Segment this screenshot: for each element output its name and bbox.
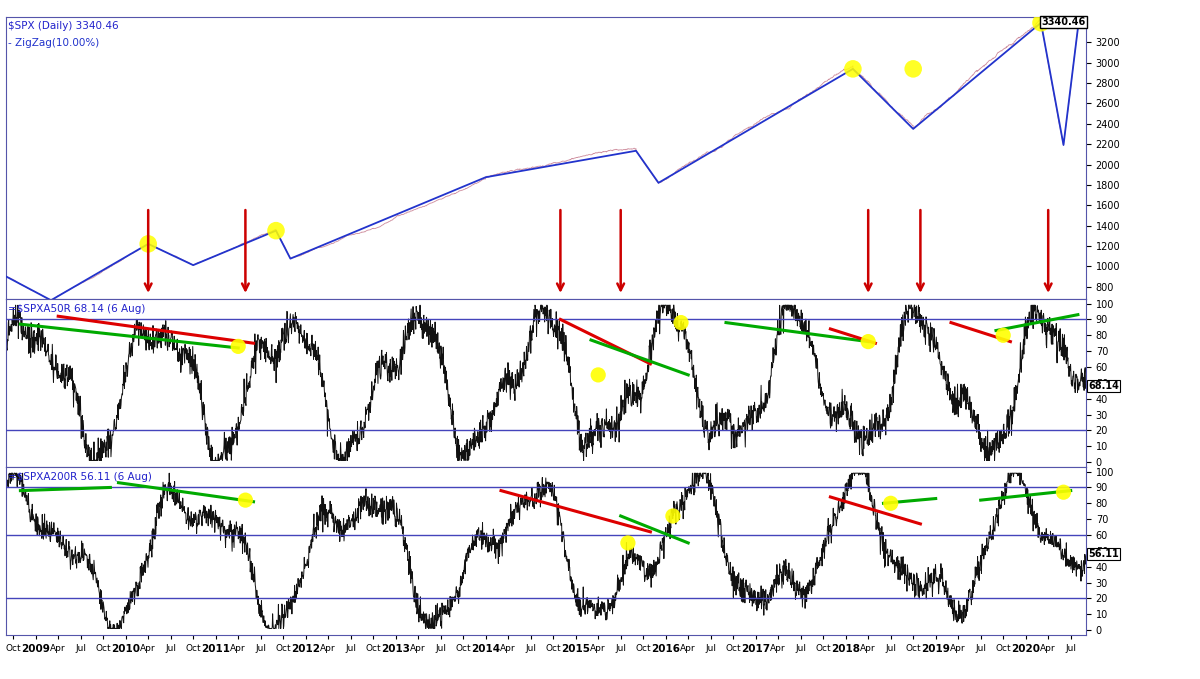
Text: 2011: 2011 bbox=[202, 644, 230, 655]
Text: 2015: 2015 bbox=[562, 477, 590, 486]
Text: 2015: 2015 bbox=[562, 301, 590, 312]
Text: 2010: 2010 bbox=[112, 477, 140, 486]
Text: 2010: 2010 bbox=[112, 301, 140, 312]
Text: 56.11: 56.11 bbox=[1088, 549, 1118, 559]
Text: 2020: 2020 bbox=[1012, 477, 1040, 486]
Text: 2014: 2014 bbox=[472, 477, 500, 486]
Text: 2017: 2017 bbox=[742, 644, 770, 655]
Point bbox=[881, 498, 900, 509]
Text: 2016: 2016 bbox=[652, 301, 680, 312]
Text: 2019: 2019 bbox=[922, 477, 950, 486]
Point bbox=[266, 225, 286, 236]
Text: 2017: 2017 bbox=[742, 477, 770, 486]
Point bbox=[618, 538, 637, 549]
Point bbox=[664, 511, 683, 521]
Text: 2009: 2009 bbox=[22, 477, 50, 486]
Text: 2018: 2018 bbox=[832, 301, 860, 312]
Text: 2014: 2014 bbox=[472, 644, 500, 655]
Text: 2013: 2013 bbox=[382, 477, 410, 486]
Text: =$SPXA50R 68.14 (6 Aug): =$SPXA50R 68.14 (6 Aug) bbox=[8, 304, 145, 314]
Text: 2014: 2014 bbox=[472, 301, 500, 312]
Text: 2012: 2012 bbox=[292, 644, 320, 655]
Text: 2015: 2015 bbox=[562, 644, 590, 655]
Text: 2012: 2012 bbox=[292, 477, 320, 486]
Point bbox=[589, 369, 608, 380]
Text: 2017: 2017 bbox=[742, 301, 770, 312]
Text: 2016: 2016 bbox=[652, 477, 680, 486]
Point bbox=[844, 63, 863, 74]
Text: 2016: 2016 bbox=[652, 644, 680, 655]
Text: - ZigZag(10.00%): - ZigZag(10.00%) bbox=[8, 38, 100, 48]
Point bbox=[672, 317, 691, 328]
Text: =$SPXA200R 56.11 (6 Aug): =$SPXA200R 56.11 (6 Aug) bbox=[8, 472, 152, 482]
Text: 2018: 2018 bbox=[832, 644, 860, 655]
Text: 2009: 2009 bbox=[22, 301, 50, 312]
Text: 2011: 2011 bbox=[202, 301, 230, 312]
Text: 3340.46: 3340.46 bbox=[1042, 17, 1086, 27]
Text: 2019: 2019 bbox=[922, 301, 950, 312]
Text: 68.14: 68.14 bbox=[1088, 381, 1120, 391]
Text: 2012: 2012 bbox=[292, 301, 320, 312]
Point bbox=[994, 330, 1013, 341]
Text: 2009: 2009 bbox=[22, 644, 50, 655]
Point bbox=[1032, 18, 1051, 29]
Text: 2020: 2020 bbox=[1012, 644, 1040, 655]
Text: 2019: 2019 bbox=[922, 644, 950, 655]
Text: 2020: 2020 bbox=[1012, 301, 1040, 312]
Point bbox=[229, 341, 248, 352]
Text: 2018: 2018 bbox=[832, 477, 860, 486]
Text: 2011: 2011 bbox=[202, 477, 230, 486]
Point bbox=[235, 495, 254, 506]
Point bbox=[904, 63, 923, 74]
Point bbox=[859, 336, 878, 347]
Text: 2010: 2010 bbox=[112, 644, 140, 655]
Text: 2013: 2013 bbox=[382, 644, 410, 655]
Text: 2013: 2013 bbox=[382, 301, 410, 312]
Point bbox=[1054, 487, 1073, 498]
Text: $SPX (Daily) 3340.46: $SPX (Daily) 3340.46 bbox=[8, 21, 119, 31]
Point bbox=[139, 238, 158, 249]
